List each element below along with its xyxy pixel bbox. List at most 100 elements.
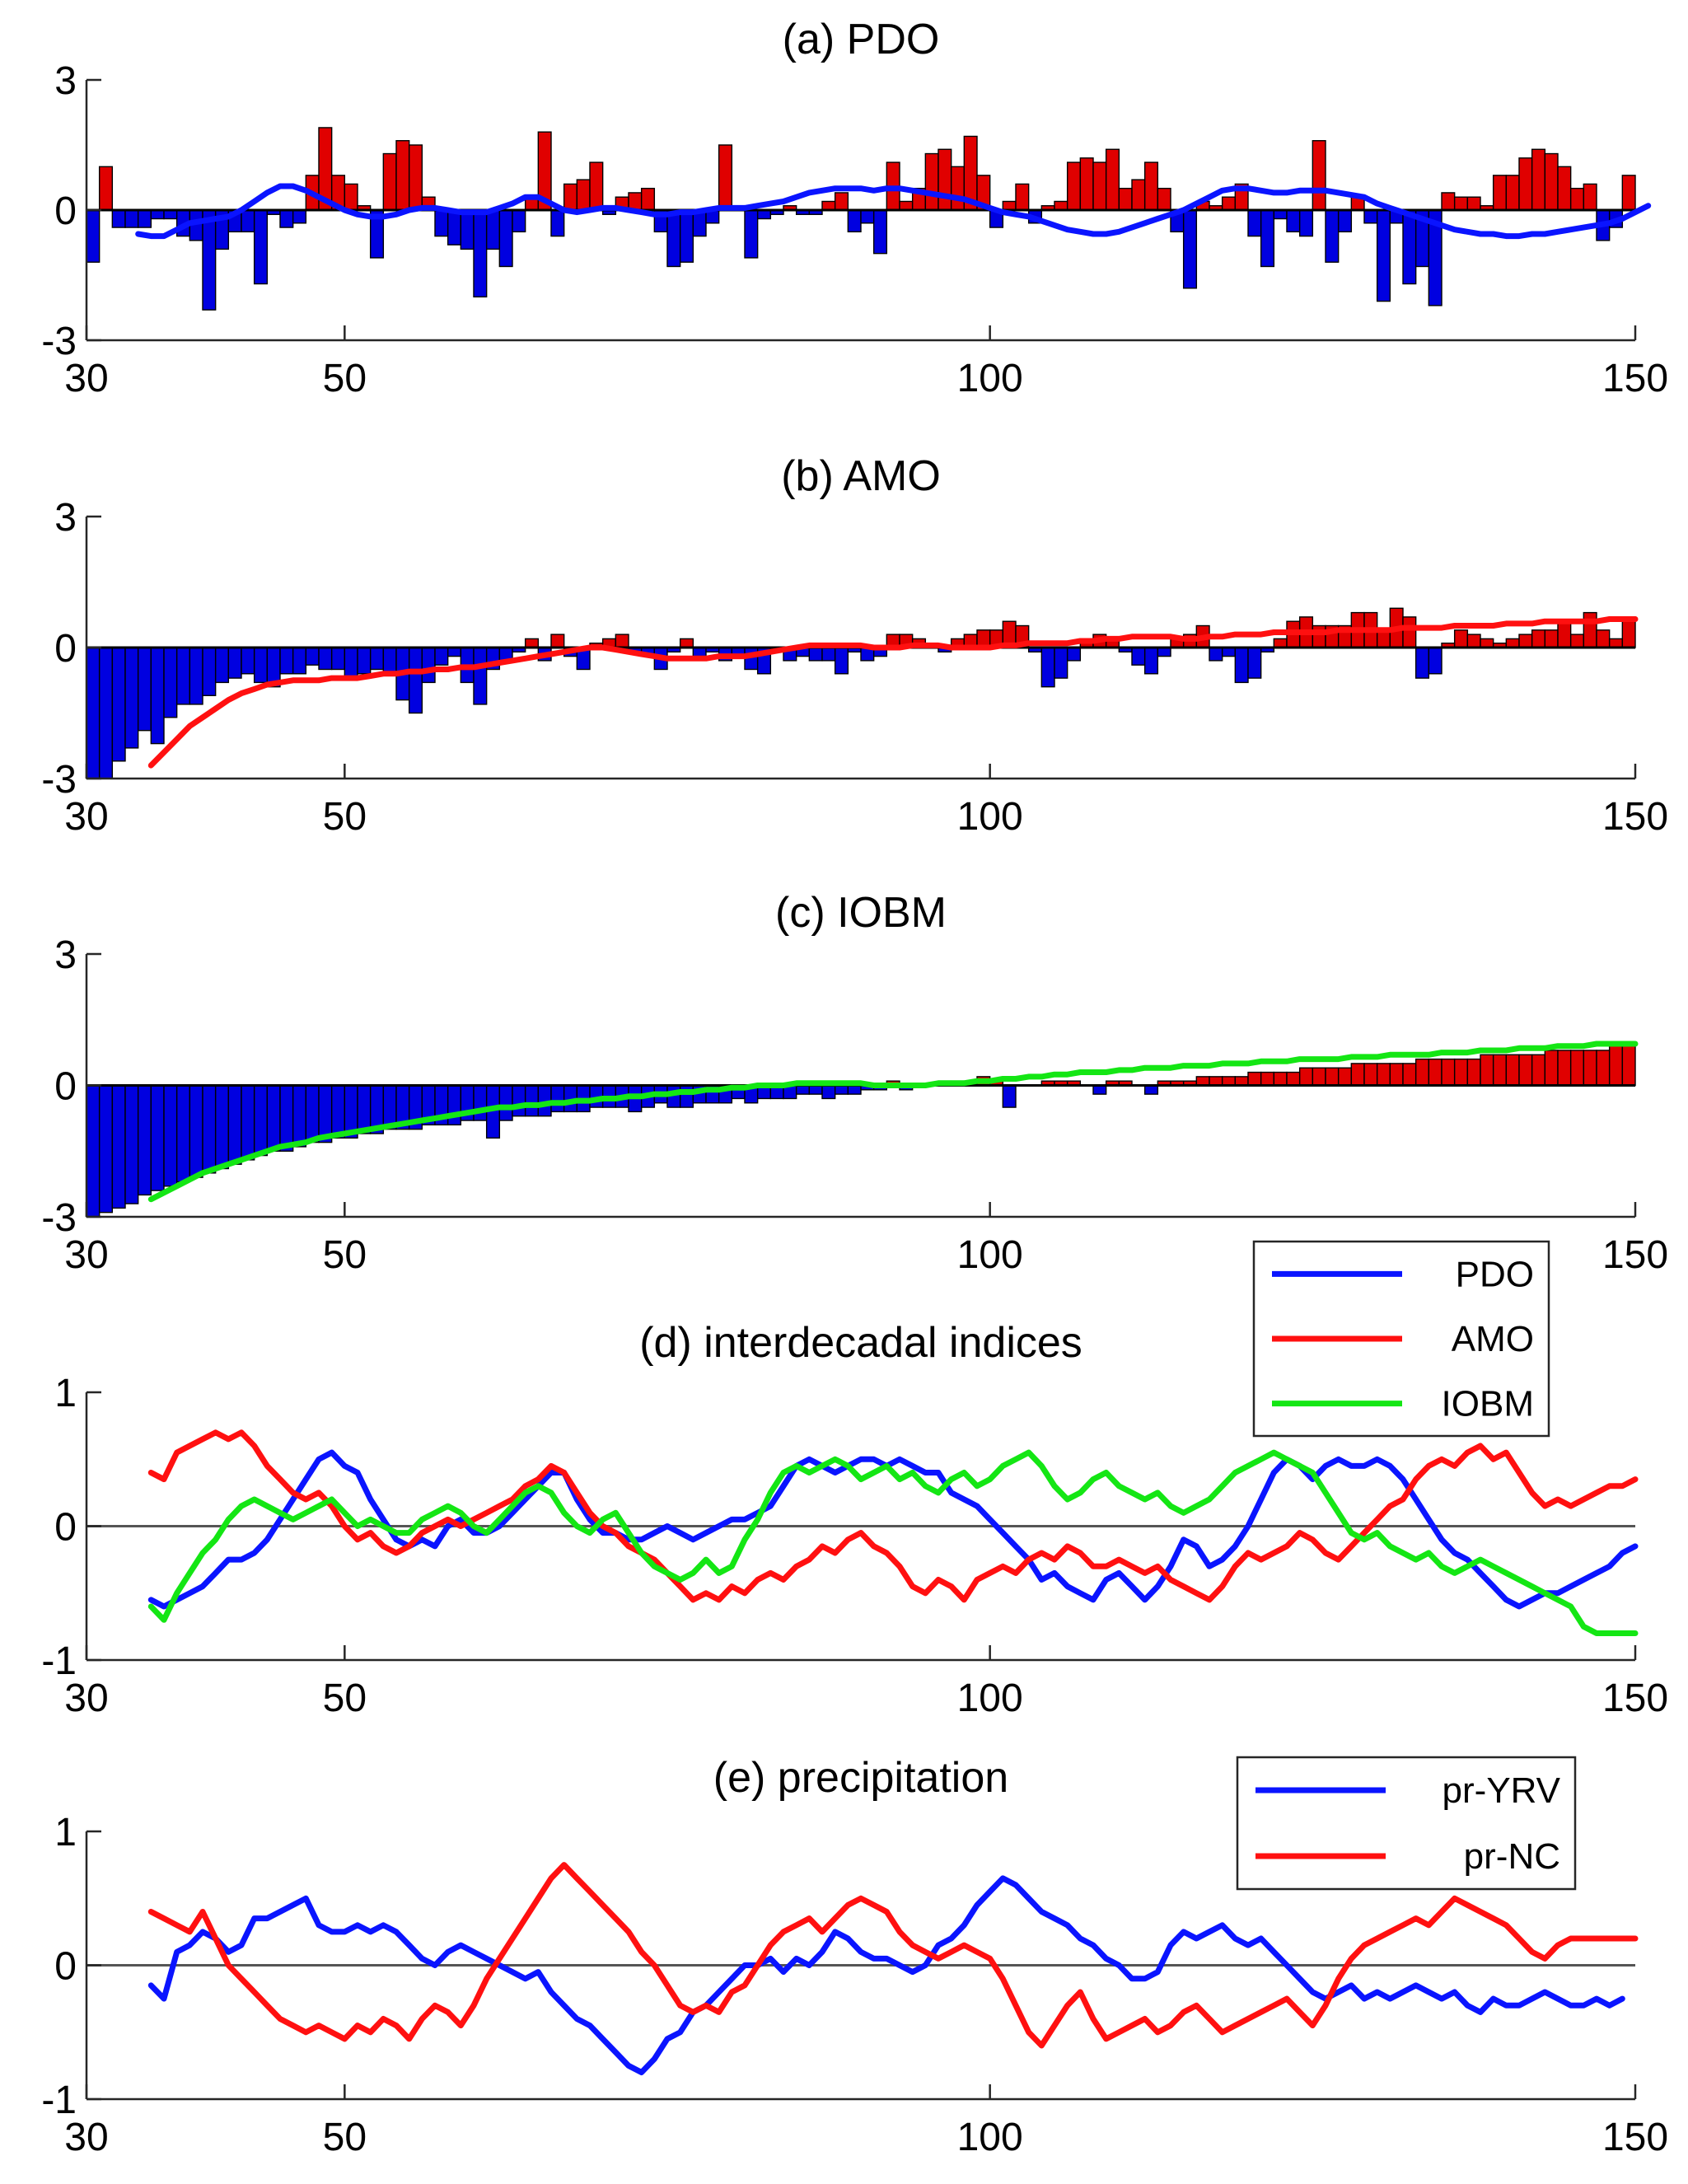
bar bbox=[1441, 1058, 1456, 1087]
bar bbox=[498, 1084, 513, 1121]
bar bbox=[1273, 1071, 1288, 1087]
y-tick-label: -3 bbox=[41, 758, 77, 802]
bar bbox=[214, 647, 230, 684]
legend-label: AMO bbox=[1452, 1319, 1534, 1359]
bar bbox=[227, 1084, 242, 1165]
bar bbox=[408, 647, 423, 714]
bar bbox=[576, 179, 591, 211]
bar bbox=[1040, 647, 1055, 688]
bar bbox=[357, 647, 372, 675]
bar bbox=[1569, 1050, 1585, 1087]
bar bbox=[563, 183, 578, 211]
bar bbox=[1466, 1058, 1481, 1087]
bar bbox=[1492, 1054, 1508, 1087]
bar bbox=[1247, 209, 1262, 237]
bar bbox=[1325, 1067, 1340, 1087]
bar bbox=[1505, 1054, 1520, 1087]
bar bbox=[189, 1084, 203, 1178]
bar bbox=[1015, 183, 1030, 211]
y-tick-label: -3 bbox=[41, 1196, 77, 1240]
bar bbox=[86, 647, 101, 779]
x-tick-label: 100 bbox=[957, 795, 1023, 839]
bar bbox=[1596, 1050, 1611, 1087]
bar bbox=[1363, 1063, 1378, 1087]
bar bbox=[1531, 629, 1546, 648]
x-tick-label: 150 bbox=[1602, 1233, 1668, 1277]
bar bbox=[447, 1084, 462, 1126]
bar bbox=[1066, 161, 1082, 211]
bar bbox=[808, 647, 823, 662]
bar bbox=[550, 1084, 565, 1113]
bar bbox=[872, 209, 888, 255]
bar bbox=[137, 1084, 152, 1196]
bar bbox=[279, 1084, 294, 1152]
bar bbox=[382, 647, 397, 675]
bar bbox=[1505, 175, 1520, 211]
series-line-iobm bbox=[147, 1041, 1639, 1203]
bar bbox=[175, 1084, 191, 1183]
bar bbox=[1066, 647, 1082, 662]
bar bbox=[305, 647, 320, 666]
y-tick-label: -3 bbox=[41, 320, 77, 363]
bar bbox=[718, 144, 733, 211]
bar bbox=[1492, 175, 1508, 211]
series-line-pr-nc bbox=[147, 1862, 1639, 2049]
bar bbox=[1466, 634, 1481, 648]
bar bbox=[318, 647, 333, 671]
series-line-amo bbox=[147, 1429, 1639, 1603]
bar bbox=[847, 1084, 862, 1095]
bar bbox=[512, 1084, 526, 1117]
x-tick-label: 100 bbox=[957, 2116, 1023, 2159]
bar bbox=[1157, 187, 1171, 211]
bar bbox=[473, 647, 488, 705]
bar bbox=[1002, 200, 1017, 211]
bar bbox=[1376, 1063, 1391, 1087]
bar bbox=[1221, 1076, 1237, 1087]
x-tick-label: 30 bbox=[64, 1677, 108, 1720]
x-tick-label: 100 bbox=[957, 1233, 1023, 1277]
bar bbox=[1105, 148, 1120, 211]
bar bbox=[98, 647, 114, 779]
bar bbox=[1312, 1067, 1326, 1087]
bar bbox=[421, 647, 436, 684]
bar bbox=[408, 144, 423, 211]
bar bbox=[795, 1084, 811, 1095]
legend-label: IOBM bbox=[1442, 1384, 1534, 1424]
bar bbox=[1247, 1071, 1262, 1087]
bar bbox=[1414, 647, 1430, 679]
bar bbox=[305, 1084, 320, 1143]
bar bbox=[241, 209, 255, 233]
legend-box bbox=[1236, 1756, 1577, 1891]
bar bbox=[137, 647, 152, 732]
bar bbox=[1143, 647, 1159, 675]
bar bbox=[1298, 209, 1314, 237]
bar bbox=[950, 166, 966, 211]
bar bbox=[382, 152, 397, 211]
bar bbox=[1557, 166, 1572, 211]
bar bbox=[1428, 647, 1443, 675]
bar bbox=[1518, 157, 1533, 211]
bar bbox=[202, 1084, 217, 1174]
bar bbox=[434, 647, 449, 666]
bar bbox=[1350, 1063, 1365, 1087]
bar bbox=[1092, 161, 1107, 211]
bar bbox=[163, 209, 178, 220]
bar bbox=[1286, 1071, 1301, 1087]
x-tick-label: 50 bbox=[323, 1233, 367, 1277]
bar bbox=[1505, 638, 1520, 648]
x-tick-label: 30 bbox=[64, 1233, 108, 1277]
bar bbox=[498, 209, 513, 268]
bar bbox=[1428, 1058, 1443, 1087]
legend: PDO AMO IOBM bbox=[1252, 1240, 1550, 1438]
bar bbox=[175, 647, 191, 705]
bar bbox=[124, 209, 139, 228]
bar bbox=[589, 161, 604, 211]
bar bbox=[292, 647, 307, 675]
x-tick-label: 30 bbox=[64, 2116, 108, 2159]
bar bbox=[1621, 175, 1636, 211]
bar bbox=[1234, 647, 1249, 684]
bar bbox=[1402, 1063, 1417, 1087]
